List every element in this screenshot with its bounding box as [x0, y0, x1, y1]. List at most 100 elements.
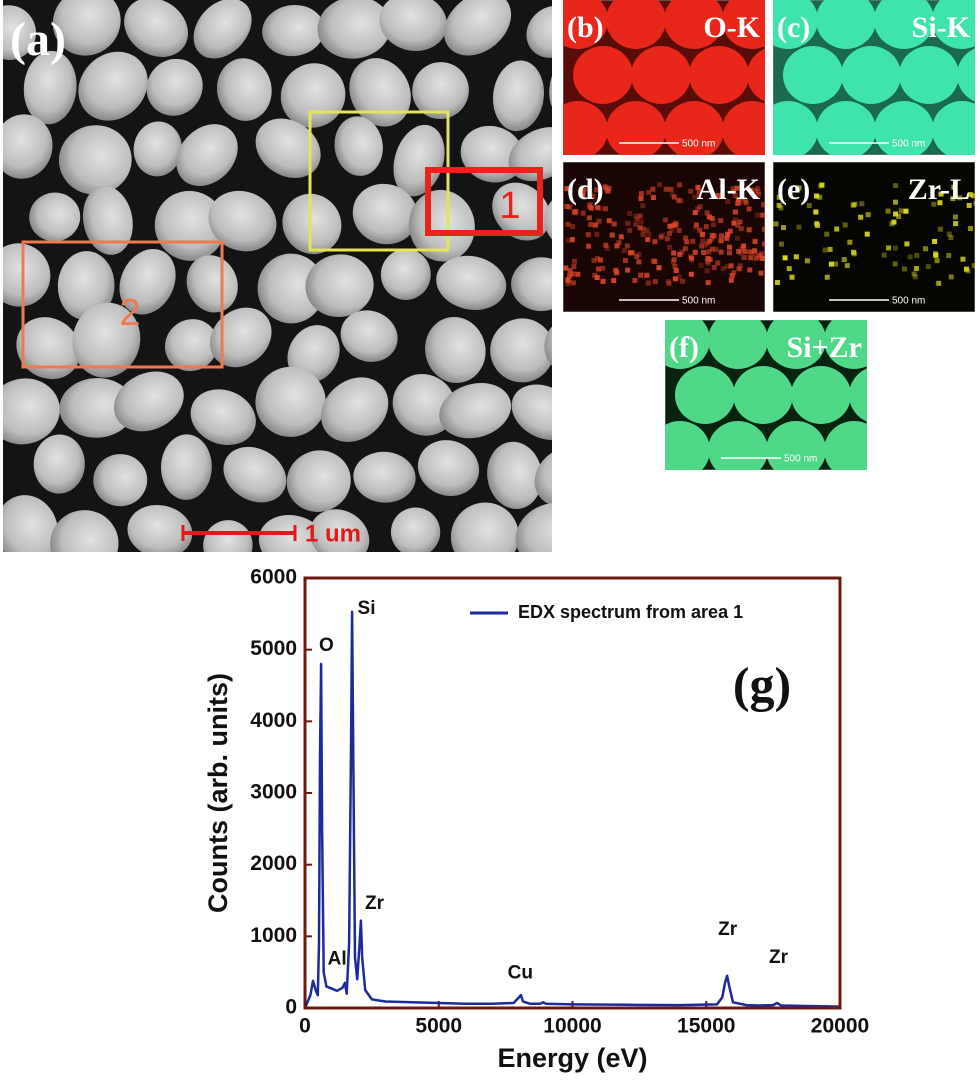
- speckle: [865, 212, 871, 218]
- particle: [190, 389, 256, 446]
- particle: [93, 454, 148, 507]
- speckle: [666, 281, 672, 287]
- speckle: [725, 199, 731, 205]
- speckle: [793, 254, 799, 260]
- speckle: [625, 267, 631, 273]
- particle: [3, 378, 60, 445]
- particle: [119, 248, 176, 315]
- scale-bar-label: 500 nm: [682, 139, 715, 150]
- speckle: [593, 222, 599, 228]
- speckle: [950, 196, 956, 202]
- speckle: [747, 267, 753, 273]
- speckle: [748, 255, 754, 261]
- speckle: [933, 252, 939, 258]
- speckle: [761, 202, 765, 208]
- peak-label: O: [319, 635, 334, 656]
- x-tick-label: 15000: [677, 1015, 735, 1038]
- speckle: [666, 231, 672, 237]
- speckle: [596, 218, 602, 224]
- speckle: [671, 222, 677, 228]
- speckle: [753, 255, 759, 261]
- speckle: [704, 241, 710, 247]
- x-tick-label: 0: [299, 1015, 311, 1038]
- speckle: [778, 241, 784, 247]
- speckle: [624, 243, 630, 249]
- speckle: [746, 227, 752, 233]
- speckle: [742, 255, 748, 261]
- particle: [193, 0, 252, 59]
- particle: [352, 183, 418, 245]
- speckle: [737, 263, 743, 269]
- speckle: [585, 232, 591, 238]
- speckle: [804, 258, 810, 264]
- speckle: [573, 208, 579, 214]
- speckle: [637, 225, 643, 231]
- speckle: [764, 236, 765, 242]
- speckle: [671, 257, 677, 263]
- speckle: [726, 250, 732, 256]
- speckle: [713, 246, 719, 252]
- speckle: [966, 202, 972, 208]
- speckle: [893, 183, 899, 189]
- y-tick-label: 6000: [250, 566, 297, 589]
- speckle: [934, 258, 940, 264]
- particle: [334, 116, 383, 176]
- y-tick-label: 2000: [250, 852, 297, 875]
- particle: [490, 318, 552, 383]
- speckle: [695, 206, 701, 212]
- speckle: [611, 221, 617, 227]
- speckle: [742, 248, 748, 254]
- particle: [317, 0, 391, 59]
- speckle: [851, 249, 857, 255]
- particle: [393, 124, 445, 197]
- particle: [773, 101, 818, 155]
- speckle: [937, 200, 943, 206]
- speckle: [565, 186, 571, 192]
- spectrum-line: [303, 610, 841, 1009]
- speckle: [588, 222, 594, 228]
- speckle: [689, 257, 695, 263]
- speckle: [715, 260, 721, 266]
- peak-label: Cu: [508, 963, 533, 984]
- particle: [127, 504, 193, 552]
- speckle: [667, 244, 673, 250]
- particle: [380, 248, 431, 300]
- speckle: [652, 279, 658, 285]
- particle: [3, 243, 51, 307]
- speckle: [704, 268, 710, 274]
- peak-label: Al: [328, 948, 347, 969]
- speckle: [580, 210, 586, 216]
- speckle: [706, 249, 712, 255]
- particle: [665, 421, 710, 470]
- speckle: [739, 246, 745, 252]
- speckle: [671, 194, 677, 200]
- speckle: [633, 221, 639, 227]
- speckle: [645, 280, 651, 286]
- element-map: 500 nm (b) O-K: [563, 0, 765, 155]
- speckle: [786, 266, 792, 272]
- particle: [722, 101, 765, 155]
- speckle: [604, 245, 610, 251]
- particle: [305, 254, 374, 318]
- speckle: [859, 201, 865, 207]
- scale-bar-label: 500 nm: [892, 139, 925, 150]
- speckle: [622, 257, 628, 263]
- speckle: [903, 208, 909, 214]
- speckle: [603, 206, 609, 212]
- panel-label: (f): [669, 331, 699, 364]
- speckle: [595, 266, 601, 272]
- speckle: [586, 243, 592, 249]
- particle: [874, 101, 934, 155]
- speckle: [967, 192, 973, 198]
- element-map: 500 nm (e) Zr-L: [773, 162, 975, 312]
- speckle: [703, 224, 709, 230]
- speckle: [960, 256, 966, 262]
- speckle: [741, 254, 747, 260]
- speckle: [594, 231, 600, 237]
- speckle: [569, 271, 575, 277]
- particle: [849, 368, 867, 422]
- particle: [773, 0, 818, 49]
- speckle: [763, 185, 765, 191]
- speckle: [587, 188, 593, 194]
- particle: [50, 510, 119, 552]
